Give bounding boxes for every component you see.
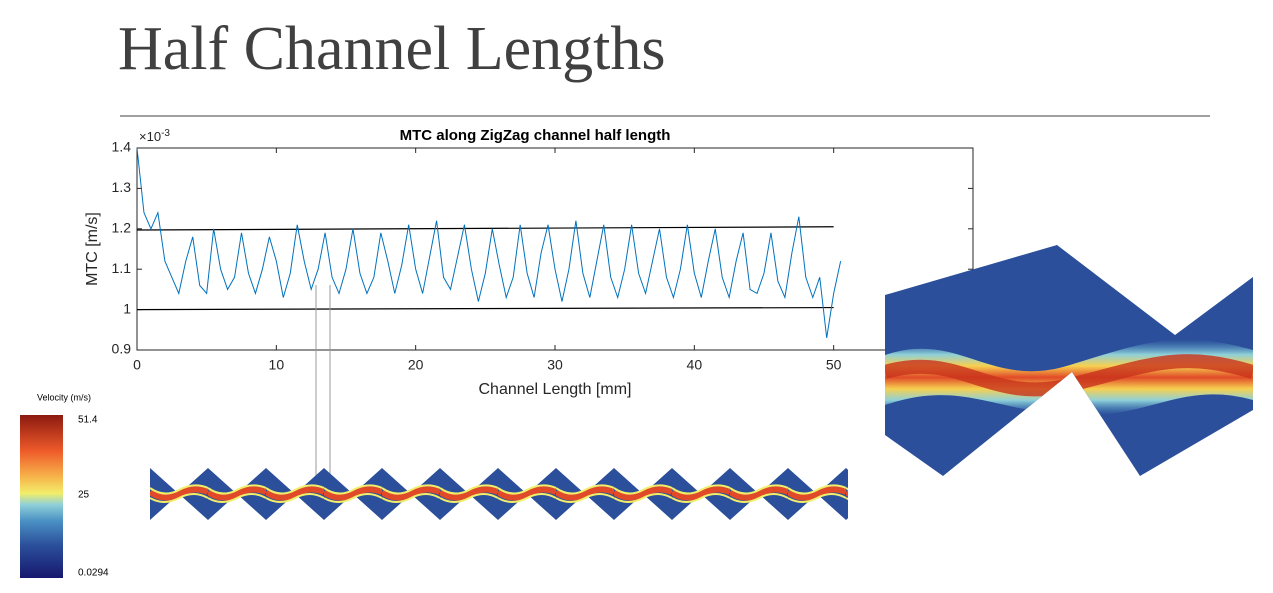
x-tick-label: 50 xyxy=(826,357,842,373)
plot-area xyxy=(136,147,974,351)
bound-line xyxy=(136,226,834,231)
x-tick-label: 0 xyxy=(133,357,141,373)
slide-title: Half Channel Lengths xyxy=(118,15,666,83)
multiplier-exponent: -3 xyxy=(161,128,170,139)
channel-strip-image xyxy=(150,468,848,520)
x-tick-label: 40 xyxy=(687,357,703,373)
y-tick-label: 0.9 xyxy=(112,341,132,357)
y-tick-label: 1.1 xyxy=(112,260,132,276)
y-tick-label: 1.2 xyxy=(112,220,132,236)
y-multiplier: ×10-3 xyxy=(139,128,170,145)
x-tick-label: 20 xyxy=(408,357,424,373)
y-tick-label: 1.3 xyxy=(112,179,132,195)
data-line xyxy=(136,147,842,338)
colorbar-label: 25 xyxy=(78,490,90,501)
chart: 0 10 20 30 40 50 0.9 1 1.1 1.2 1.3 1.4 MTC along Zig… xyxy=(84,127,974,398)
chart-title: MTC along ZigZag channel half length xyxy=(400,127,671,144)
colorbar-label: 0.0294 xyxy=(78,568,109,579)
x-tick-label: 10 xyxy=(269,357,285,373)
bound-line xyxy=(136,306,834,311)
y-tick-label: 1 xyxy=(123,300,131,316)
x-tick-label: 30 xyxy=(547,357,563,373)
multiplier-base: ×10 xyxy=(139,129,161,144)
colorbar xyxy=(20,415,63,578)
x-axis-label: Channel Length [mm] xyxy=(479,381,632,398)
colorbar-label: 51.4 xyxy=(78,415,98,426)
y-tick-label: 1.4 xyxy=(112,139,132,155)
colorbar-title: Velocity (m/s) xyxy=(37,392,91,402)
y-axis-label: MTC [m/s] xyxy=(84,212,101,286)
